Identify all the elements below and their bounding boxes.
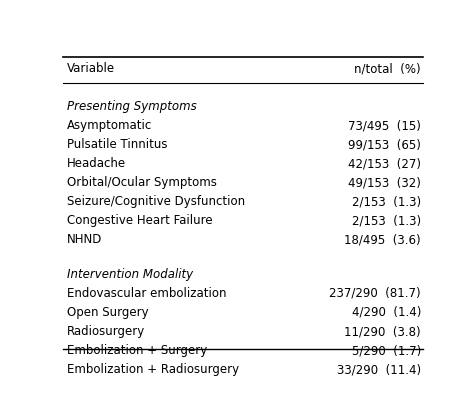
Text: NHND: NHND [66, 233, 102, 247]
Text: 33/290  (11.4): 33/290 (11.4) [337, 363, 421, 376]
Text: 2/153  (1.3): 2/153 (1.3) [352, 214, 421, 227]
Text: Asymptomatic: Asymptomatic [66, 119, 152, 132]
Text: Congestive Heart Failure: Congestive Heart Failure [66, 214, 212, 227]
Text: 18/495  (3.6): 18/495 (3.6) [345, 233, 421, 247]
Text: n/total  (%): n/total (%) [355, 62, 421, 75]
Text: 237/290  (81.7): 237/290 (81.7) [329, 287, 421, 300]
Text: 5/290  (1.7): 5/290 (1.7) [352, 344, 421, 357]
Text: Pulsatile Tinnitus: Pulsatile Tinnitus [66, 138, 167, 151]
Text: Embolization + Surgery: Embolization + Surgery [66, 344, 207, 357]
Text: Seizure/Cognitive Dysfunction: Seizure/Cognitive Dysfunction [66, 196, 245, 208]
Text: 73/495  (15): 73/495 (15) [348, 119, 421, 132]
Text: 4/290  (1.4): 4/290 (1.4) [352, 306, 421, 319]
Text: Variable: Variable [66, 62, 115, 75]
Text: Headache: Headache [66, 157, 126, 170]
Text: Orbital/Ocular Symptoms: Orbital/Ocular Symptoms [66, 176, 217, 189]
Text: 42/153  (27): 42/153 (27) [348, 157, 421, 170]
Text: Radiosurgery: Radiosurgery [66, 325, 145, 338]
Text: 99/153  (65): 99/153 (65) [348, 138, 421, 151]
Text: 2/153  (1.3): 2/153 (1.3) [352, 196, 421, 208]
Text: Endovascular embolization: Endovascular embolization [66, 287, 226, 300]
Text: Embolization + Radiosurgery: Embolization + Radiosurgery [66, 363, 239, 376]
Text: Presenting Symptoms: Presenting Symptoms [66, 100, 196, 113]
Text: 49/153  (32): 49/153 (32) [348, 176, 421, 189]
Text: Intervention Modality: Intervention Modality [66, 268, 193, 281]
Text: Open Surgery: Open Surgery [66, 306, 148, 319]
Text: 11/290  (3.8): 11/290 (3.8) [345, 325, 421, 338]
